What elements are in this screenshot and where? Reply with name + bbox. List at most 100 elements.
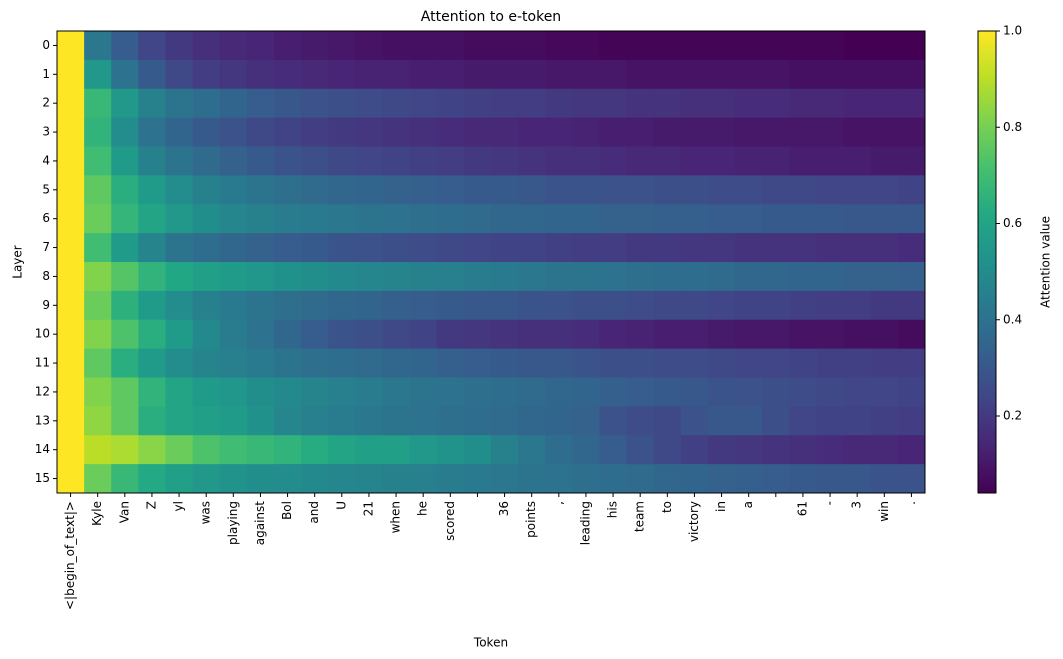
heatmap-cell	[708, 31, 736, 61]
heatmap-cell	[111, 319, 139, 350]
heatmap-cell	[735, 464, 763, 494]
x-tick-label: against	[253, 501, 267, 546]
heatmap-cell	[111, 262, 139, 292]
heatmap-cell	[246, 377, 275, 407]
heatmap-cell	[545, 88, 573, 119]
heatmap-cell	[57, 146, 85, 176]
heatmap-cell	[436, 406, 465, 436]
heatmap-cell	[436, 290, 465, 321]
heatmap-cell	[545, 464, 573, 494]
heatmap-cell	[680, 31, 709, 61]
heatmap-cell	[762, 146, 790, 176]
heatmap-cell	[84, 59, 112, 90]
heatmap-cell	[870, 175, 899, 205]
heatmap-cell	[84, 146, 112, 176]
heatmap-cell	[328, 262, 356, 292]
heatmap-cell	[463, 377, 492, 407]
x-tick-label: leading	[578, 501, 592, 545]
heatmap-cell	[355, 175, 383, 205]
heatmap-cell	[735, 290, 763, 321]
heatmap-cell	[382, 290, 411, 321]
heatmap-cell	[653, 175, 682, 205]
heatmap-cell	[816, 348, 845, 378]
heatmap-cell	[708, 117, 736, 147]
heatmap-cell	[680, 377, 709, 407]
heatmap-cell	[870, 406, 899, 436]
heatmap-cell	[84, 204, 112, 234]
heatmap-cell	[653, 88, 682, 119]
heatmap-cell	[246, 175, 275, 205]
heatmap-cell	[843, 146, 872, 176]
heatmap-cell	[274, 88, 302, 119]
heatmap-cell	[111, 146, 139, 176]
heatmap-cell	[111, 406, 139, 436]
heatmap-cell	[870, 435, 899, 465]
heatmap-cell	[762, 175, 790, 205]
heatmap-cell	[436, 88, 465, 119]
heatmap-cell	[897, 262, 926, 292]
x-tick-label: in	[714, 501, 728, 512]
heatmap-cell	[84, 406, 112, 436]
heatmap-cell	[463, 117, 492, 147]
y-tick-label: 6	[42, 211, 50, 225]
heatmap-cell	[680, 464, 709, 494]
heatmap-cell	[680, 146, 709, 176]
heatmap-cell	[545, 435, 573, 465]
heatmap-cell	[816, 262, 845, 292]
heatmap-cell	[870, 117, 899, 147]
heatmap-cell	[653, 146, 682, 176]
heatmap-cell	[57, 204, 85, 234]
heatmap-cell	[491, 348, 519, 378]
heatmap-cell	[491, 88, 519, 119]
heatmap-cell	[680, 175, 709, 205]
heatmap-cell	[708, 319, 736, 350]
colorbar-tick-label: 0.6	[1003, 216, 1022, 230]
heatmap-cell	[301, 406, 329, 436]
heatmap-cell	[409, 233, 438, 263]
x-tick-label: 3	[850, 501, 864, 509]
heatmap-cell	[328, 377, 356, 407]
heatmap-cell	[599, 290, 628, 321]
heatmap-cell	[680, 348, 709, 378]
heatmap-cell	[789, 31, 817, 61]
heatmap-cell	[762, 88, 790, 119]
heatmap-cell	[518, 146, 546, 176]
heatmap-cell	[463, 146, 492, 176]
heatmap-cell	[192, 464, 221, 494]
heatmap-cell	[491, 117, 519, 147]
colorbar	[977, 30, 997, 494]
heatmap-cell	[274, 175, 302, 205]
heatmap-cell	[680, 406, 709, 436]
heatmap-cell	[192, 88, 221, 119]
heatmap-cell	[653, 262, 682, 292]
heatmap-cell	[816, 290, 845, 321]
heatmap-cell	[789, 88, 817, 119]
heatmap-cell	[165, 88, 194, 119]
heatmap-cell	[111, 377, 139, 407]
heatmap-cell	[843, 464, 872, 494]
heatmap-cell	[57, 88, 85, 119]
heatmap-cell	[84, 435, 112, 465]
heatmap-cell	[111, 88, 139, 119]
colorbar-label: Attention value	[1039, 216, 1053, 308]
heatmap-cell	[680, 204, 709, 234]
heatmap-cell	[897, 435, 926, 465]
heatmap-cell	[165, 233, 194, 263]
heatmap-cell	[409, 31, 438, 61]
heatmap-cell	[843, 435, 872, 465]
heatmap-cell	[436, 435, 465, 465]
heatmap-cell	[328, 464, 356, 494]
heatmap-cell	[192, 377, 221, 407]
heatmap-cell	[111, 117, 139, 147]
heatmap-cell	[518, 31, 546, 61]
heatmap-cell	[491, 204, 519, 234]
heatmap-cell	[518, 290, 546, 321]
heatmap-cell	[789, 146, 817, 176]
heatmap-cell	[138, 262, 166, 292]
heatmap-cell	[436, 31, 465, 61]
y-tick-label: 0	[42, 38, 50, 52]
heatmap-cell	[165, 464, 194, 494]
heatmap-cell	[138, 348, 166, 378]
x-tick-label: yl	[172, 501, 186, 511]
heatmap-cell	[735, 435, 763, 465]
